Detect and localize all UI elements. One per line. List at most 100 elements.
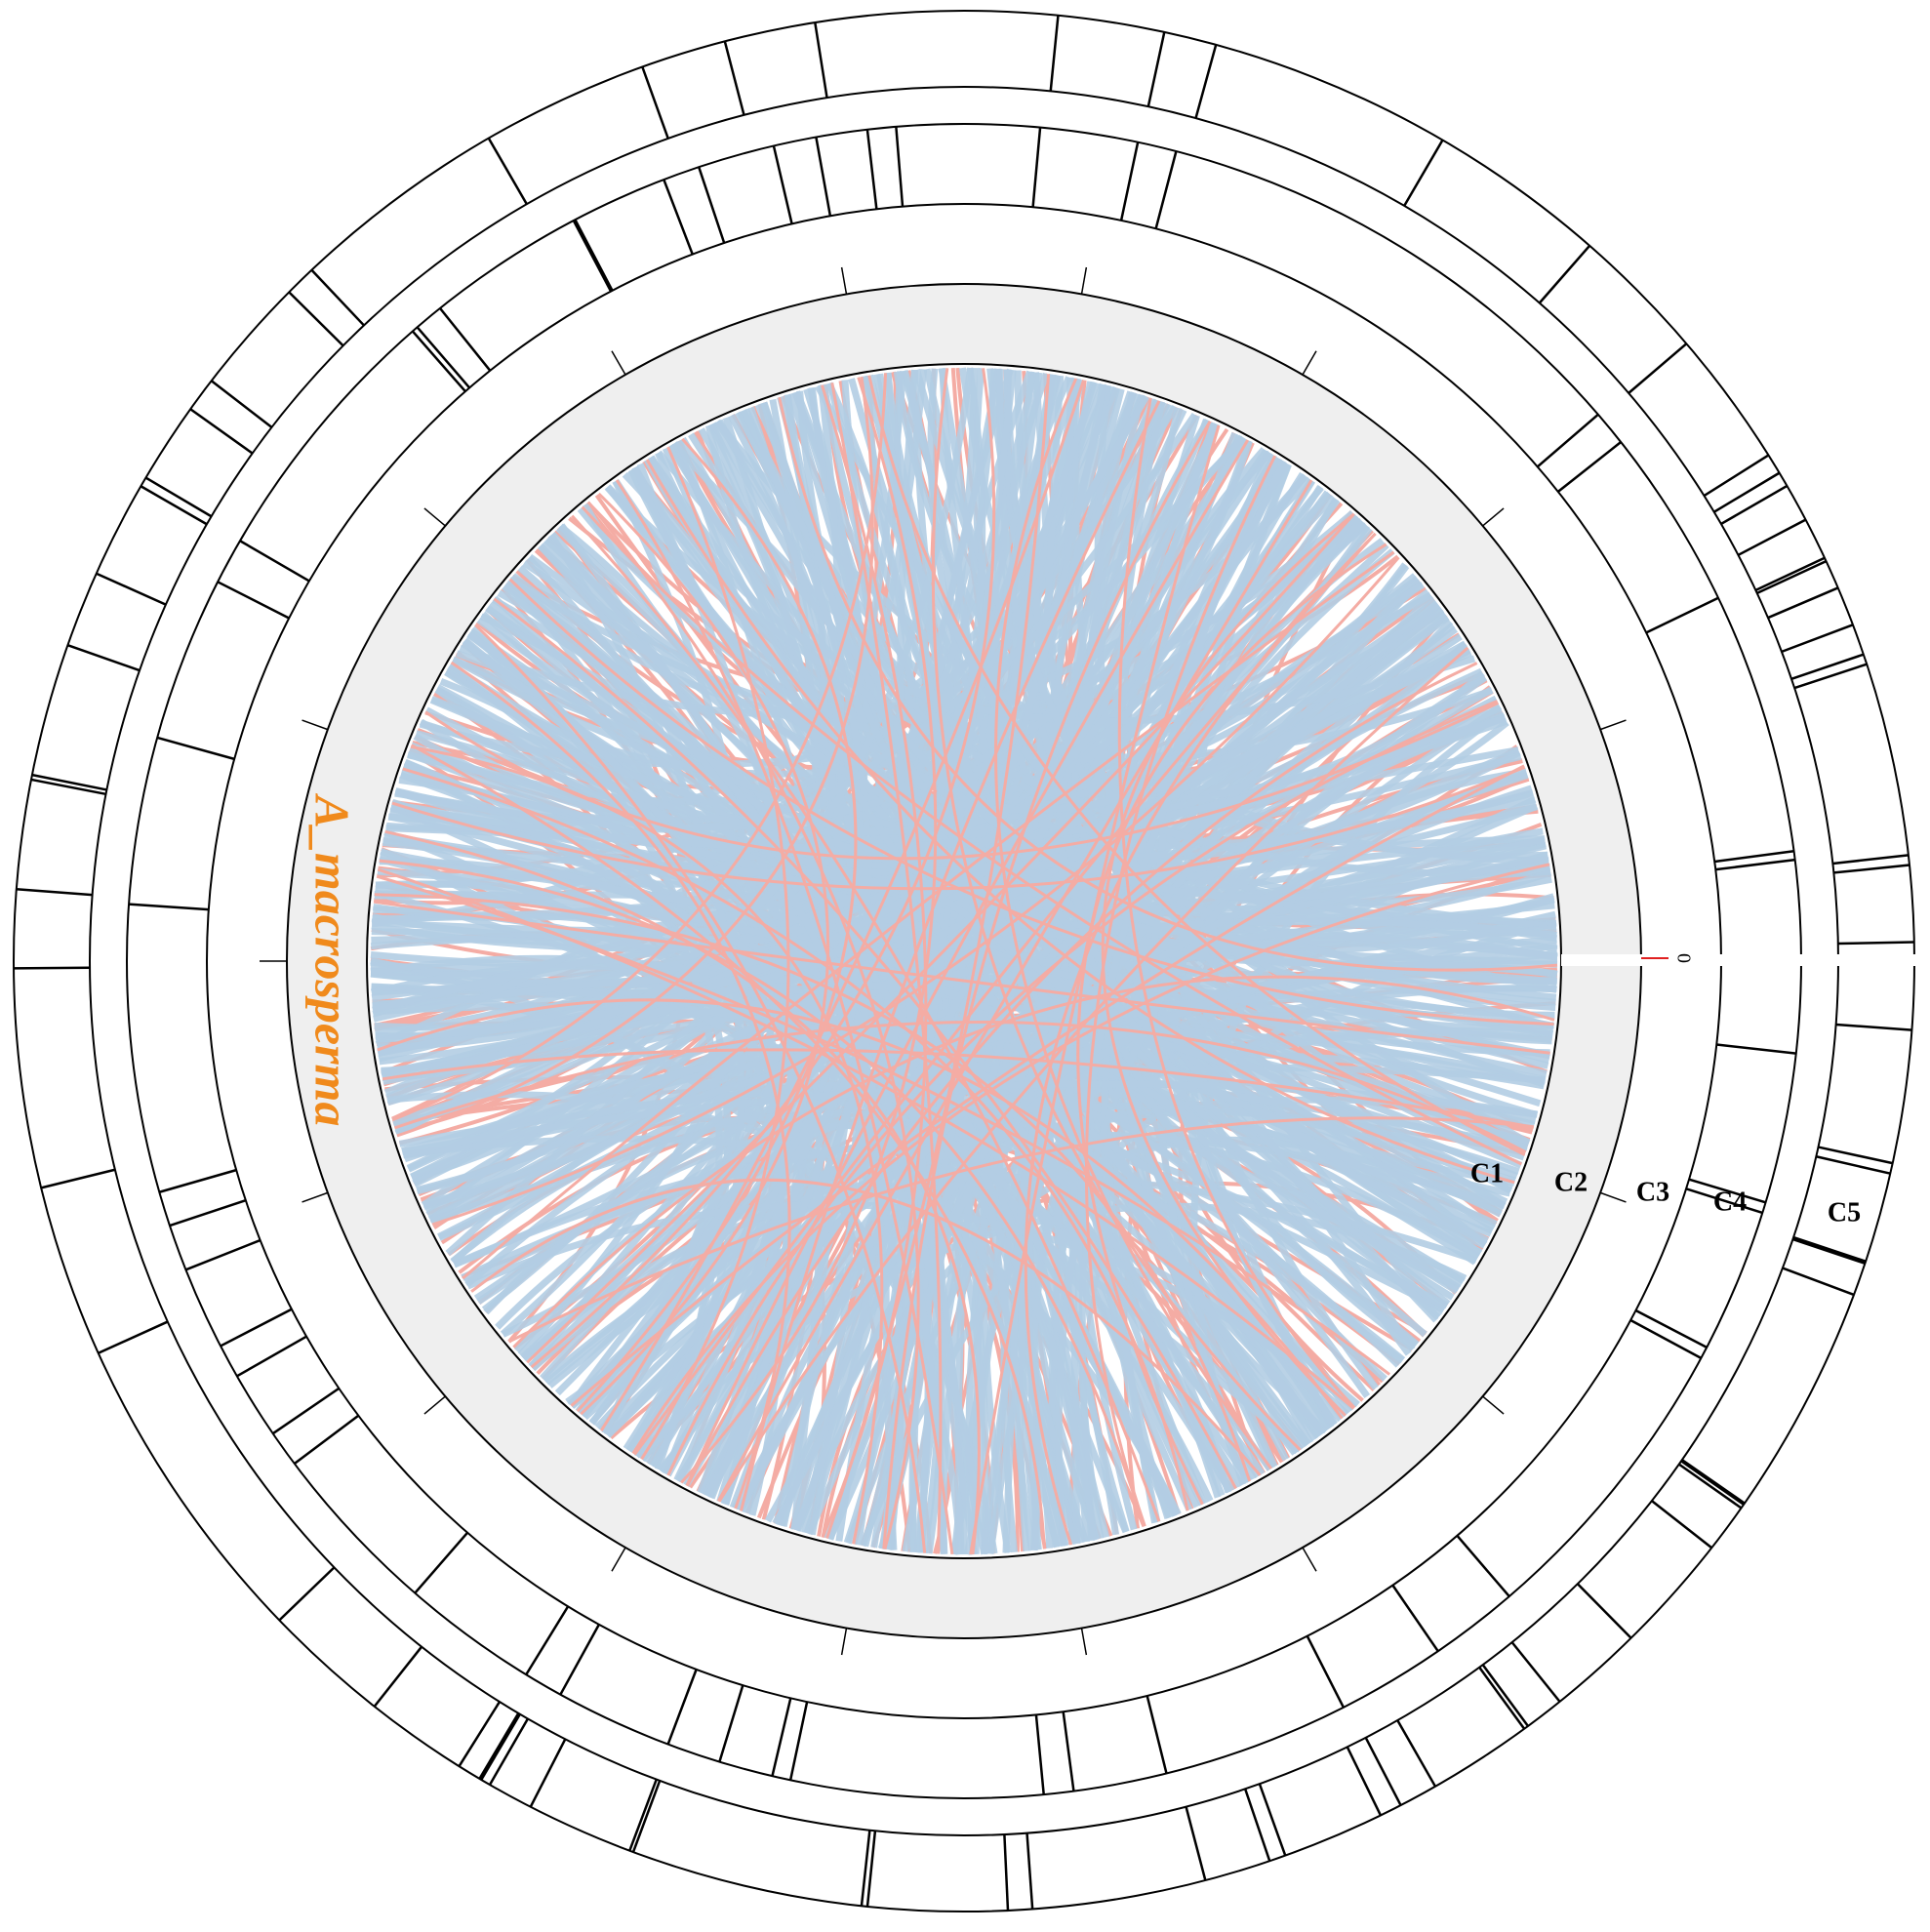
segment-divider xyxy=(698,166,726,244)
segment-divider xyxy=(189,408,254,455)
link xyxy=(1085,455,1277,1527)
track-label: C3 xyxy=(1636,1177,1669,1207)
segment-divider xyxy=(1536,413,1599,468)
link xyxy=(526,512,1355,1364)
segment-divider xyxy=(416,326,471,389)
segment-divider xyxy=(1049,15,1060,92)
segment-divider xyxy=(438,307,492,372)
segment-divider xyxy=(30,778,106,796)
segment-divider xyxy=(1510,1641,1561,1703)
segment-divider xyxy=(288,291,344,347)
segment-divider xyxy=(631,1780,662,1853)
segment-divider xyxy=(628,1779,658,1852)
segment-divider xyxy=(1154,150,1178,229)
tick-mark xyxy=(1080,1628,1088,1656)
segment-divider xyxy=(860,1830,871,1907)
segment-divider xyxy=(663,179,694,256)
segment-divider xyxy=(1714,849,1794,864)
link xyxy=(411,744,1046,1550)
segment-divider xyxy=(98,1320,169,1354)
species-label: A_macrosperma xyxy=(305,793,360,1127)
link xyxy=(1076,543,1387,1506)
segment-divider xyxy=(788,1701,809,1781)
segment-divider xyxy=(16,888,93,897)
segment-divider xyxy=(865,129,878,210)
segment-divider xyxy=(814,21,828,99)
link xyxy=(631,465,1458,814)
segment-divider xyxy=(169,1198,247,1228)
segment-divider xyxy=(815,137,832,217)
labels: A_macrosperma C1 C2 C3 C4 C5 xyxy=(305,793,1862,1228)
segment-divider xyxy=(1832,854,1910,865)
segment-divider xyxy=(1782,1267,1855,1297)
segment-divider xyxy=(184,1238,261,1271)
link xyxy=(826,382,1464,1288)
segment-divider xyxy=(1688,1178,1766,1204)
link xyxy=(375,439,1252,1041)
segment-divider xyxy=(895,126,905,207)
segment-divider xyxy=(14,966,91,970)
track-label: C1 xyxy=(1470,1158,1504,1188)
link xyxy=(639,414,1200,1462)
link xyxy=(401,600,1440,1154)
segment-divider xyxy=(641,66,669,140)
segment-divider xyxy=(1306,1635,1346,1709)
segment-divider xyxy=(723,41,745,116)
link xyxy=(666,700,1499,1476)
track-label: C2 xyxy=(1554,1167,1588,1197)
tick-mark xyxy=(611,1547,626,1572)
link xyxy=(514,995,1555,1353)
segment-divider xyxy=(480,1713,521,1781)
link xyxy=(931,368,1302,1452)
segment-divider xyxy=(1025,1832,1034,1910)
link xyxy=(430,696,1557,1001)
tick-mark xyxy=(423,507,446,527)
segment-divider xyxy=(559,1624,600,1696)
segment-divider xyxy=(1258,1783,1287,1857)
link xyxy=(378,917,1557,1063)
segment-divider xyxy=(156,736,235,761)
segment-divider xyxy=(1478,1667,1526,1730)
segment-divider xyxy=(1031,127,1042,208)
tick-mark xyxy=(423,1395,446,1415)
segment-divider xyxy=(1403,139,1444,207)
segment-divider xyxy=(1034,1714,1045,1795)
tick-mark xyxy=(1302,1547,1317,1572)
segment-divider xyxy=(1119,141,1140,221)
link xyxy=(631,863,1550,1455)
segment-divider xyxy=(31,773,107,791)
segment-divider xyxy=(1557,441,1622,493)
segment-divider xyxy=(1577,1583,1632,1639)
link xyxy=(503,582,948,1554)
segment-divider xyxy=(1391,1584,1439,1652)
segment-divider xyxy=(1538,244,1591,304)
segment-divider xyxy=(1194,44,1218,119)
link xyxy=(394,1020,1527,1154)
segment-divider xyxy=(1793,663,1868,690)
track-label: C4 xyxy=(1713,1187,1747,1217)
segment-divider xyxy=(217,581,290,620)
segment-divider xyxy=(458,1701,502,1767)
link xyxy=(994,378,1273,1470)
segment-divider xyxy=(1456,1535,1510,1597)
tick-mark xyxy=(1482,1395,1505,1415)
segment-divider xyxy=(144,476,213,518)
link xyxy=(1074,498,1341,1540)
link xyxy=(896,369,978,1555)
segment-divider xyxy=(210,380,273,428)
segment-divider xyxy=(96,572,167,606)
tick-mark xyxy=(611,350,626,376)
segment-divider xyxy=(158,1168,237,1193)
link xyxy=(375,435,1247,1048)
link xyxy=(722,1108,1520,1506)
segment-divider xyxy=(1185,1806,1207,1881)
segment-divider xyxy=(1628,342,1688,394)
link xyxy=(434,598,1438,836)
segment-divider xyxy=(1681,1459,1746,1505)
segment-divider xyxy=(478,1712,520,1780)
segment-divider xyxy=(1816,1155,1891,1175)
segment-divider xyxy=(1767,586,1839,620)
link xyxy=(1024,532,1377,1546)
link xyxy=(512,975,1555,1348)
